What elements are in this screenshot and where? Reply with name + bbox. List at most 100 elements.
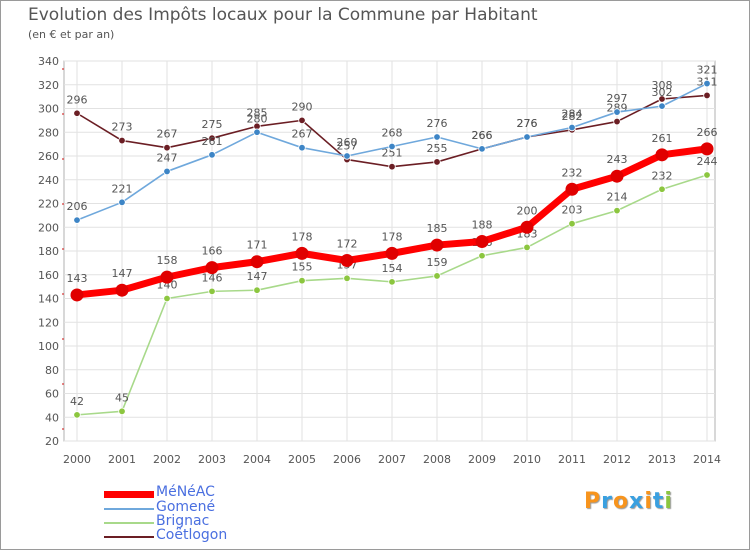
logo-letter: r <box>601 489 613 514</box>
x-tick-label: 2007 <box>378 453 406 466</box>
data-label: 244 <box>697 155 718 168</box>
data-point <box>298 276 306 285</box>
data-label: 302 <box>652 86 673 99</box>
chart-subtitle: (en € et par an) <box>28 28 115 41</box>
data-label: 261 <box>652 132 673 145</box>
data-label: 268 <box>382 127 403 140</box>
data-label: 243 <box>607 153 628 166</box>
logo-letter: t <box>652 489 665 514</box>
data-label: 146 <box>202 271 223 284</box>
data-point <box>160 270 174 284</box>
y-tick-label: 320 <box>38 79 59 92</box>
axis-dot <box>62 158 64 160</box>
data-point <box>520 220 534 234</box>
legend-label: Brignac <box>156 513 210 529</box>
data-label: 280 <box>247 112 268 125</box>
y-tick-label: 220 <box>38 198 59 211</box>
data-point <box>253 286 261 294</box>
data-point <box>568 123 576 132</box>
data-label: 275 <box>202 118 223 131</box>
data-point <box>388 142 396 151</box>
series-brignac: 4245140146147155157154159176183203214232… <box>70 155 718 419</box>
data-label: 188 <box>472 219 493 232</box>
axis-dot <box>62 248 64 250</box>
data-point <box>73 216 81 224</box>
legend-label: Coëtlogon <box>156 527 228 543</box>
data-label: 284 <box>562 108 583 121</box>
data-label: 276 <box>427 117 448 130</box>
data-point <box>613 206 621 215</box>
data-point <box>298 143 306 152</box>
data-label: 143 <box>67 272 88 285</box>
logo-letter: o <box>612 489 630 514</box>
axis-dot <box>62 113 64 115</box>
data-point <box>478 252 486 260</box>
data-label: 232 <box>562 166 583 179</box>
y-tick-label: 260 <box>38 150 59 163</box>
data-point <box>433 272 441 280</box>
data-point <box>523 243 531 252</box>
data-label: 276 <box>517 117 538 130</box>
data-label: 147 <box>247 270 268 283</box>
logo-letter: P <box>584 489 602 514</box>
data-label: 285 <box>247 106 268 119</box>
data-point <box>658 95 666 103</box>
data-point <box>208 287 216 296</box>
data-point <box>433 158 441 166</box>
data-point <box>250 255 264 269</box>
data-label: 154 <box>382 262 403 275</box>
y-tick-label: 140 <box>38 293 59 306</box>
data-label: 296 <box>67 93 88 106</box>
data-point <box>298 116 306 125</box>
data-point <box>163 294 171 303</box>
x-tick-label: 2009 <box>468 453 496 466</box>
data-label: 172 <box>337 238 358 251</box>
y-tick-label: 200 <box>38 221 59 234</box>
proxiti-logo: Proxiti <box>584 489 673 514</box>
data-label: 266 <box>697 126 718 139</box>
data-point <box>478 145 486 153</box>
x-tick-label: 2002 <box>153 453 181 466</box>
data-label: 266 <box>472 129 493 142</box>
data-point <box>208 134 216 142</box>
data-label: 178 <box>292 230 313 243</box>
data-point <box>340 254 354 267</box>
data-label: 147 <box>112 267 133 280</box>
data-point <box>208 151 216 159</box>
data-label: 185 <box>427 222 448 235</box>
data-point <box>163 143 171 152</box>
data-label: 261 <box>202 135 223 148</box>
data-point <box>118 407 126 416</box>
data-label: 260 <box>337 136 358 149</box>
x-tick-label: 2013 <box>648 453 676 466</box>
data-label: 273 <box>112 121 133 134</box>
data-label: 155 <box>292 261 313 274</box>
x-tick-label: 2011 <box>558 453 586 466</box>
data-point <box>613 108 621 116</box>
axis-dot <box>62 293 64 295</box>
data-point <box>205 261 219 275</box>
logo-letter: i <box>644 489 653 514</box>
x-tick-label: 2008 <box>423 453 451 466</box>
data-point <box>655 148 669 162</box>
data-label: 267 <box>292 128 313 141</box>
data-label: 308 <box>652 79 673 92</box>
axis-dot <box>62 68 64 70</box>
data-label: 178 <box>382 230 403 243</box>
data-point <box>73 411 81 419</box>
data-label: 214 <box>607 191 628 204</box>
data-point <box>703 171 711 179</box>
data-point <box>610 169 624 183</box>
data-point <box>295 246 309 260</box>
legend-swatch <box>104 536 154 538</box>
data-label: 276 <box>517 117 538 130</box>
data-label: 158 <box>157 254 178 267</box>
y-tick-label: 100 <box>38 340 59 353</box>
data-point <box>700 142 714 156</box>
x-tick-label: 2012 <box>603 453 631 466</box>
data-point <box>613 117 621 126</box>
logo-letter: x <box>629 489 645 514</box>
data-label: 267 <box>157 128 178 141</box>
x-tick-label: 2005 <box>288 453 316 466</box>
